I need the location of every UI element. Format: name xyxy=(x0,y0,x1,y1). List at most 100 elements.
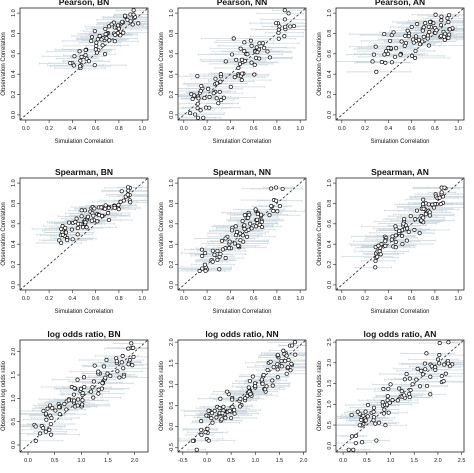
data-point xyxy=(420,372,426,377)
data-point xyxy=(428,19,433,25)
x-tick-label: 0.0 xyxy=(339,458,347,464)
y-axis-label: Observation Correlation xyxy=(317,202,323,265)
data-point xyxy=(90,385,95,390)
data-point xyxy=(81,375,87,380)
panel-title: Spearman, NN xyxy=(213,167,271,177)
data-point xyxy=(240,233,245,238)
data-point xyxy=(85,214,90,219)
data-point xyxy=(118,33,123,38)
data-point xyxy=(446,20,451,25)
y-tick-label: 1.0 xyxy=(327,9,333,17)
data-point xyxy=(275,367,280,372)
data-point xyxy=(421,206,426,211)
data-point xyxy=(194,447,199,452)
data-point xyxy=(215,257,220,262)
x-tick-label: 0.2 xyxy=(203,126,211,132)
data-point xyxy=(204,105,209,110)
data-point xyxy=(105,371,110,376)
y-tick-label: 1.5 xyxy=(169,359,175,367)
data-point xyxy=(199,247,204,252)
data-point xyxy=(439,14,444,19)
data-point xyxy=(427,29,432,35)
x-tick-label: 1.0 xyxy=(296,296,304,302)
y-tick-label: 0.8 xyxy=(327,30,333,38)
data-point xyxy=(67,220,72,225)
y-axis-label: Observation Correlation xyxy=(317,32,323,95)
data-point xyxy=(390,398,395,403)
data-point xyxy=(238,404,243,409)
data-point xyxy=(83,220,88,225)
data-point xyxy=(83,53,88,58)
data-point xyxy=(94,40,99,45)
data-point xyxy=(265,49,270,54)
plot-area xyxy=(20,8,148,120)
data-point xyxy=(80,225,86,230)
x-tick-label: 0.6 xyxy=(250,296,258,302)
data-point xyxy=(225,389,230,394)
data-point xyxy=(265,368,270,373)
data-point xyxy=(274,185,279,190)
data-point xyxy=(210,248,215,253)
y-tick-label: 0.2 xyxy=(327,261,333,269)
data-point xyxy=(419,368,424,373)
data-point xyxy=(390,234,395,239)
data-point xyxy=(421,215,426,220)
scatter-panel: Spearman, AN Simulation Correlation Observ… xyxy=(317,167,465,315)
data-point xyxy=(415,366,420,371)
data-point xyxy=(202,96,207,101)
x-tick-label: 0.0 xyxy=(22,126,30,132)
data-point xyxy=(202,262,208,267)
data-point xyxy=(414,377,419,382)
data-point xyxy=(232,411,237,416)
data-point xyxy=(276,27,281,32)
y-tick-label: 0.0 xyxy=(327,111,333,119)
data-point xyxy=(420,39,425,44)
x-tick-label: 2.0 xyxy=(300,458,308,464)
data-point xyxy=(115,30,121,35)
data-point xyxy=(277,24,282,29)
data-point xyxy=(437,353,442,358)
data-point xyxy=(199,427,204,432)
data-point xyxy=(252,72,257,77)
data-point xyxy=(253,55,259,60)
data-point xyxy=(99,205,104,210)
data-point xyxy=(247,212,252,217)
data-point xyxy=(196,96,201,101)
data-point xyxy=(80,402,85,407)
data-point xyxy=(125,17,130,22)
y-tick-label: 0.4 xyxy=(327,70,333,78)
data-point xyxy=(246,227,251,232)
plot-frame xyxy=(19,7,149,121)
x-tick-label: 1.0 xyxy=(251,458,259,464)
data-point xyxy=(233,224,238,229)
x-axis-label: Simulation Correlation xyxy=(212,139,271,145)
data-point xyxy=(412,227,417,232)
data-point xyxy=(66,398,71,403)
data-point xyxy=(421,34,426,39)
data-point xyxy=(88,389,94,394)
data-point xyxy=(289,361,294,366)
data-point xyxy=(217,267,222,272)
data-point xyxy=(97,33,102,39)
data-point xyxy=(131,12,136,17)
data-point xyxy=(236,65,241,70)
data-point xyxy=(72,386,77,391)
data-point xyxy=(129,341,134,346)
y-tick-label: 0.8 xyxy=(11,30,17,38)
data-point xyxy=(415,22,420,27)
data-point xyxy=(389,237,394,242)
data-point xyxy=(402,43,407,48)
data-point xyxy=(398,52,403,57)
data-point xyxy=(391,30,396,35)
data-point xyxy=(351,447,356,452)
data-point xyxy=(93,47,98,52)
y-axis-label: Observation Correlation xyxy=(1,32,7,95)
data-point xyxy=(242,213,247,218)
data-point xyxy=(106,211,111,216)
data-point xyxy=(274,198,279,203)
data-point xyxy=(365,402,371,408)
data-point xyxy=(136,21,141,26)
data-point xyxy=(210,420,215,425)
